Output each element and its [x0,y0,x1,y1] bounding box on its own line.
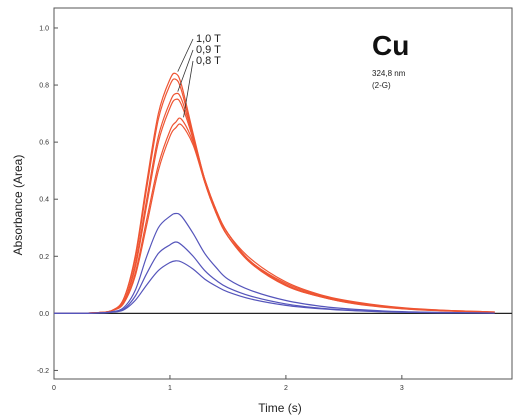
y-tick-label: 0.0 [39,311,49,318]
y-tick-label: 0.4 [39,197,49,204]
peak-label: 1,0 T [196,33,221,45]
peak-label: 0,9 T [196,44,221,56]
peak-annotations: 1,0 T0,9 T0,8 T [177,33,221,118]
y-axis-label: Absorbance (Area) [11,155,25,256]
wavelength-label: 324,8 nm [372,69,406,78]
x-tick-label: 0 [52,385,56,392]
y-tick-label: 0.8 [39,83,49,90]
orange-absorbance-curve [53,123,495,315]
series-group [53,72,495,315]
peak-label: 0,8 T [196,55,221,67]
y-tick-label: 0.2 [39,254,49,261]
condition-label: (2-G) [372,81,391,90]
axis-ticks: 0 1 2 3 -0.2 0.0 0.2 0.4 0.6 0.8 1.0 [37,25,404,392]
orange-absorbance-curve [53,98,495,315]
leader-line [177,49,194,92]
y-tick-label: -0.2 [37,368,49,375]
orange-absorbance-curve [53,92,495,315]
y-tick-label: 0.6 [39,140,49,147]
leader-line [183,60,194,118]
x-tick-label: 1 [168,385,172,392]
blue-absorbance-curve [53,212,495,315]
x-tick-label: 3 [400,385,404,392]
x-tick-label: 2 [284,385,288,392]
orange-absorbance-curve [53,117,495,315]
x-axis-label: Time (s) [258,401,302,415]
y-tick-label: 1.0 [39,25,49,32]
blue-absorbance-curve [53,260,495,314]
leader-line [177,38,194,72]
plot-frame [53,7,513,380]
element-label: Cu [372,30,409,61]
